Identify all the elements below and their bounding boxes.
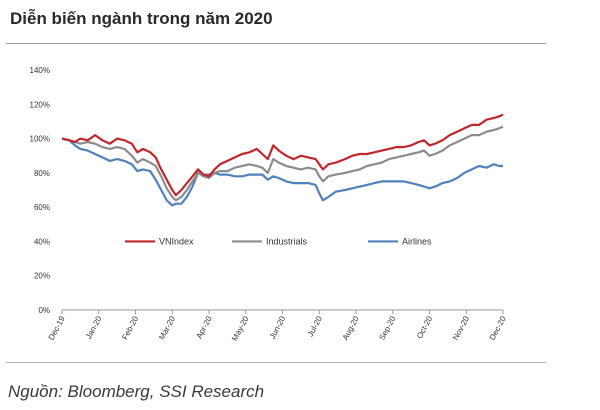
page-title: Diễn biến ngành trong năm 2020 — [10, 9, 273, 28]
series-lines — [61, 113, 504, 207]
series-line-vnindex — [61, 113, 504, 197]
legend-label: Industrials — [266, 236, 308, 246]
y-tick-label: 140% — [30, 66, 50, 75]
x-tick-label: Feb-20 — [120, 314, 140, 341]
x-tick-label: Jan-20 — [84, 314, 104, 340]
y-tick-label: 0% — [38, 306, 50, 315]
y-tick-label: 100% — [30, 135, 50, 144]
x-axis-labels: Dec-19 Jan-20 Feb-20 Mar-20 Apr-20 May-20 Jun-… — [47, 314, 508, 342]
y-tick-label: 80% — [34, 169, 50, 178]
x-tick-label: Dec-20 — [488, 314, 508, 341]
x-axis-ticks — [61, 310, 504, 314]
legend-label: VNIndex — [159, 236, 194, 246]
y-axis-labels: 0% 20% 40% 60% 80% 100% 120% 140% — [30, 66, 50, 315]
source-note: Nguồn: Bloomberg, SSI Research — [8, 382, 265, 401]
y-tick-label: 40% — [34, 237, 50, 246]
x-tick-label: Jul-20 — [306, 314, 324, 338]
source-divider — [6, 362, 546, 363]
x-tick-label: Dec-19 — [47, 314, 67, 341]
x-tick-label: Aug-20 — [341, 314, 361, 341]
series-line-airlines — [61, 137, 503, 207]
x-tick-label: Jun-20 — [268, 314, 288, 340]
x-tick-label: May-20 — [230, 314, 251, 342]
x-tick-label: Nov-20 — [451, 314, 471, 341]
x-tick-label: Mar-20 — [157, 314, 177, 341]
y-tick-label: 60% — [34, 203, 50, 212]
series-line-industrials — [61, 125, 504, 202]
y-tick-label: 20% — [34, 272, 50, 281]
legend-label: Airlines — [402, 236, 432, 246]
x-tick-label: Apr-20 — [195, 314, 214, 340]
industry-performance-chart: 0% 20% 40% 60% 80% 100% 120% 140% Dec-19 Jan-20 F… — [30, 66, 508, 343]
title-divider — [6, 43, 546, 44]
y-tick-label: 120% — [30, 100, 50, 109]
x-tick-label: Oct-20 — [415, 314, 434, 340]
legend: VNIndex Industrials Airlines — [125, 236, 432, 246]
x-tick-label: Sep-20 — [377, 314, 397, 341]
